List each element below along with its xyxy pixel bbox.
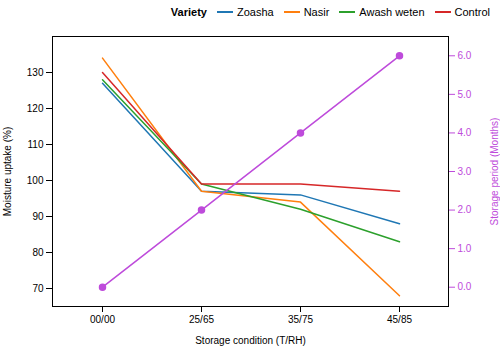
html-text:Control: Control — [454, 6, 490, 18]
svg-text:0.0: 0.0 — [458, 281, 472, 292]
svg-text:130: 130 — [27, 67, 44, 78]
svg-text:110: 110 — [28, 139, 44, 150]
svg-text:6.0: 6.0 — [458, 50, 472, 61]
html-text:Variety: Variety — [170, 6, 207, 18]
svg-text:25/65: 25/65 — [189, 314, 214, 325]
svg-text:Storage period (Months): Storage period (Months) — [489, 118, 500, 226]
svg-text:Moisture uptake (%): Moisture uptake (%) — [2, 127, 13, 216]
svg-text:3.0: 3.0 — [458, 166, 472, 177]
html-text:Awash weten: Awash weten — [359, 6, 425, 18]
svg-text:5.0: 5.0 — [458, 89, 472, 100]
svg-text:35/75: 35/75 — [288, 314, 313, 325]
html-text:Zoasha: Zoasha — [236, 6, 274, 18]
svg-text:2.0: 2.0 — [458, 204, 472, 215]
svg-text:120: 120 — [27, 103, 44, 114]
svg-text:45/85: 45/85 — [387, 314, 412, 325]
svg-text:80: 80 — [32, 247, 44, 258]
svg-text:Storage condition (T/RH): Storage condition (T/RH) — [195, 335, 306, 346]
html-text:Nasir: Nasir — [303, 6, 330, 18]
svg-text:100: 100 — [27, 175, 44, 186]
svg-text:1.0: 1.0 — [458, 243, 472, 254]
svg-text:00/00: 00/00 — [90, 314, 115, 325]
svg-text:70: 70 — [32, 283, 44, 294]
svg-text:90: 90 — [32, 211, 44, 222]
svg-text:4.0: 4.0 — [458, 127, 472, 138]
